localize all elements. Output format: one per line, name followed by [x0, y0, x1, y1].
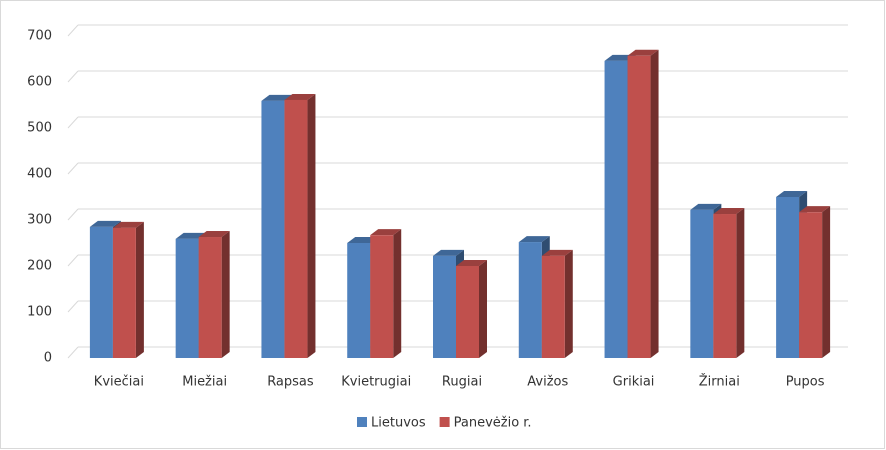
- y-tick-label: 700: [27, 29, 52, 44]
- bar-top: [284, 93, 316, 100]
- legend-swatch: [439, 417, 450, 427]
- x-tick-label: Rapsas: [267, 375, 314, 390]
- grid-line: [67, 70, 79, 83]
- bar-top: [627, 49, 659, 56]
- bar: [541, 255, 565, 358]
- bar: [347, 243, 371, 358]
- bar-side: [736, 208, 745, 358]
- bar-side: [650, 49, 659, 358]
- bar: [690, 209, 714, 358]
- x-tick-label: Kviečiai: [94, 375, 144, 390]
- bar: [112, 227, 136, 358]
- x-tick-label: Rugiai: [442, 375, 482, 390]
- x-tick-label: Pupos: [786, 375, 825, 390]
- y-tick-label: 300: [27, 213, 52, 228]
- bar: [627, 55, 651, 358]
- bar-top: [456, 260, 487, 266]
- grid-line: [67, 208, 79, 221]
- bar-top: [518, 236, 550, 243]
- x-tick-label: Kvietrugiai: [341, 375, 411, 390]
- bar-top: [541, 249, 573, 256]
- grid-line: [67, 116, 79, 129]
- bar: [456, 266, 479, 358]
- bar-top: [198, 231, 230, 238]
- bar-top: [799, 206, 831, 213]
- bar: [284, 99, 308, 358]
- legend-label: Panevėžio r.: [454, 416, 532, 431]
- bar: [776, 197, 800, 358]
- bar: [261, 100, 285, 359]
- bar-top: [89, 220, 121, 227]
- legend-label: Lietuvos: [371, 416, 426, 431]
- bar: [175, 238, 199, 358]
- grid-line: [67, 162, 79, 175]
- grid-line: [67, 346, 79, 359]
- bar-side: [822, 206, 831, 358]
- bar-side: [221, 231, 230, 358]
- bar: [89, 226, 113, 358]
- y-tick-label: 200: [27, 259, 52, 274]
- bar-top: [433, 249, 464, 256]
- bar: [198, 237, 222, 358]
- bar-top: [776, 191, 808, 197]
- x-tick-label: Miežiai: [182, 375, 227, 390]
- bar-side: [564, 249, 573, 358]
- bar: [604, 60, 628, 359]
- grid-line: [67, 24, 79, 37]
- bar-side: [393, 229, 402, 358]
- bar-top: [261, 94, 293, 101]
- bar: [799, 212, 823, 358]
- bar: [433, 255, 456, 358]
- bar: [518, 242, 542, 358]
- x-tick-label: Avižos: [527, 375, 568, 390]
- x-tick-label: Grikiai: [613, 375, 655, 390]
- y-tick-label: 600: [27, 75, 52, 90]
- bar-top: [713, 208, 745, 215]
- bar: [370, 235, 394, 358]
- y-tick-label: 400: [27, 167, 52, 182]
- bar-side: [479, 260, 487, 358]
- legend-swatch: [357, 417, 367, 427]
- bar-top: [690, 203, 722, 210]
- bar: [713, 214, 737, 358]
- bar-side: [135, 221, 144, 358]
- x-tick-label: Žirniai: [699, 374, 740, 390]
- y-tick-label: 500: [27, 121, 52, 136]
- grid-line: [67, 300, 79, 313]
- y-tick-label: 100: [27, 305, 52, 320]
- y-tick-label: 0: [44, 351, 52, 366]
- bar-top: [370, 229, 402, 236]
- grid-line: [67, 254, 79, 267]
- bar-top: [112, 221, 144, 228]
- bar-side: [307, 93, 316, 358]
